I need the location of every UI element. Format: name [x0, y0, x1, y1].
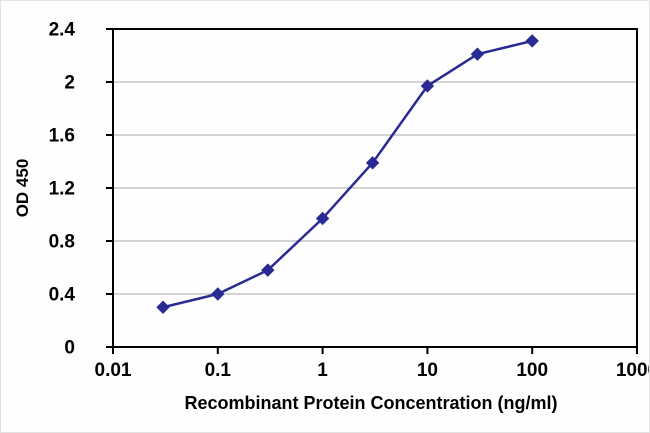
- y-tick-label: 1.6: [49, 126, 75, 147]
- x-tick-label: 0.1: [205, 360, 232, 381]
- data-point: [156, 300, 170, 314]
- y-tick-label: 2: [64, 73, 75, 94]
- y-tick-label: 1.2: [49, 179, 75, 200]
- y-tick-label: 0: [64, 338, 75, 359]
- x-tick-label: 0.01: [95, 360, 132, 381]
- data-point: [470, 47, 485, 61]
- data-point: [365, 156, 380, 170]
- y-tick-label: 0.4: [49, 285, 76, 306]
- data-point: [420, 79, 435, 93]
- y-tick-label: 0.8: [49, 232, 75, 253]
- x-tick-label: 100: [516, 360, 548, 381]
- y-tick-label: 2.4: [49, 20, 76, 41]
- x-tick-label: 1000: [616, 360, 650, 381]
- x-tick-label: 10: [417, 360, 438, 381]
- data-point: [315, 211, 330, 226]
- x-tick-label: 1: [317, 360, 328, 381]
- data-point: [261, 263, 275, 277]
- data-line: [162, 39, 533, 309]
- x-axis-title: Recombinant Protein Concentration (ng/ml…: [184, 393, 558, 413]
- data-point: [525, 34, 539, 48]
- y-axis-title: OD 450: [13, 158, 32, 218]
- data-point: [211, 287, 225, 301]
